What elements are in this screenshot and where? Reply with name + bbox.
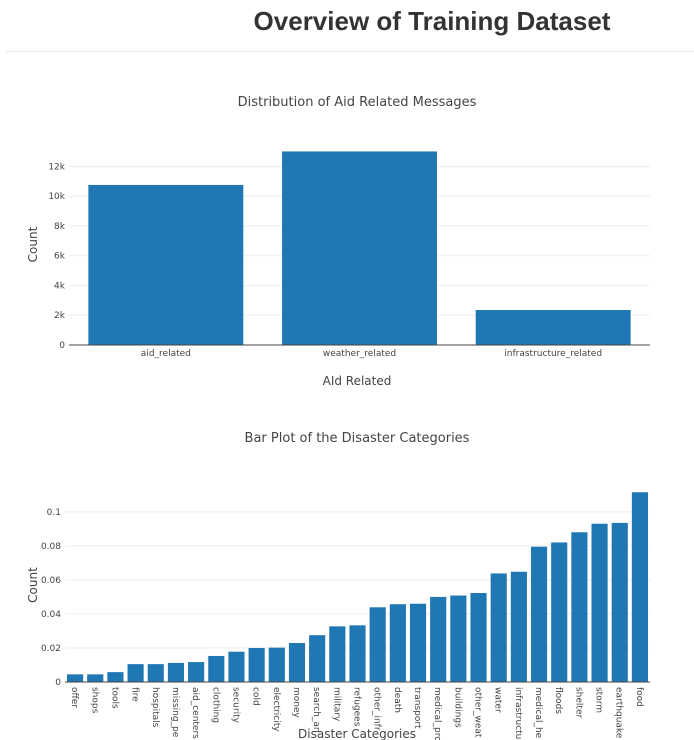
y-tick-label: 0.06 bbox=[41, 576, 61, 586]
bar bbox=[571, 532, 588, 682]
x-tick-label: money bbox=[291, 687, 301, 719]
x-tick-label: floods bbox=[553, 687, 563, 714]
y-tick-label: 0.02 bbox=[41, 644, 61, 654]
bar bbox=[470, 592, 487, 682]
bar bbox=[389, 604, 406, 682]
bar bbox=[369, 607, 386, 682]
bar bbox=[490, 573, 507, 682]
bar bbox=[228, 651, 245, 682]
bar bbox=[288, 643, 306, 682]
x-tick-label: weather_related bbox=[323, 349, 396, 359]
x-tick-label: search_an bbox=[311, 687, 321, 733]
x-tick-label: cold bbox=[251, 687, 261, 706]
x-tick-label: refugees bbox=[352, 687, 362, 727]
x-tick-label: tools bbox=[109, 687, 119, 709]
y-tick-label: 0.1 bbox=[47, 508, 61, 518]
x-tick-label: aid_centers bbox=[190, 687, 200, 739]
bar bbox=[530, 546, 548, 682]
x-tick-label: missing_pe bbox=[170, 687, 180, 738]
disaster-categories-bar-chart[interactable]: Bar Plot of the Disaster Categories 0 0.02… bbox=[0, 420, 694, 740]
x-tick-label: infrastructu bbox=[513, 687, 523, 739]
x-tick-label: electricity bbox=[271, 687, 281, 732]
y-tick-label: 0.04 bbox=[41, 610, 61, 620]
bar bbox=[127, 664, 144, 682]
bar bbox=[450, 595, 467, 682]
bar bbox=[268, 647, 285, 682]
y-tick-label: 0.08 bbox=[41, 542, 61, 552]
bar bbox=[551, 542, 568, 682]
bar bbox=[167, 662, 185, 682]
y-axis-title: Count bbox=[26, 226, 40, 262]
bar bbox=[87, 674, 104, 682]
bar bbox=[510, 571, 527, 682]
x-axis-title: AId Related bbox=[323, 374, 392, 388]
x-tick-label: water bbox=[493, 687, 503, 713]
x-tick-label: other_weat bbox=[473, 687, 483, 738]
y-tick-label: 2k bbox=[54, 311, 66, 321]
bar bbox=[591, 523, 608, 682]
aid-related-bar-chart[interactable]: Distribution of Aid Related Messages 0 2k 4… bbox=[0, 60, 694, 440]
bar bbox=[349, 625, 366, 682]
x-tick-label: food bbox=[634, 687, 644, 707]
x-tick-label: medical_he bbox=[533, 687, 543, 739]
x-tick-label: shops bbox=[89, 687, 99, 714]
y-tick-label: 8k bbox=[54, 222, 66, 232]
x-tick-label: clothing bbox=[210, 687, 220, 723]
x-tick-label: security bbox=[230, 687, 240, 724]
y-tick-label: 10k bbox=[48, 192, 65, 202]
y-tick-label: 6k bbox=[54, 252, 66, 262]
page-title: Overview of Training Dataset bbox=[253, 6, 611, 36]
x-tick-label: medical_pro bbox=[432, 687, 442, 740]
x-tick-label: offer bbox=[69, 687, 79, 708]
x-tick-label: infrastructure_related bbox=[504, 349, 602, 359]
y-tick-label: 0 bbox=[59, 341, 65, 351]
x-tick-label: military bbox=[331, 687, 341, 722]
bar bbox=[188, 662, 205, 682]
bar bbox=[282, 151, 437, 345]
chart-title: Distribution of Aid Related Messages bbox=[238, 95, 477, 110]
x-tick-label: earthquake bbox=[614, 687, 624, 739]
bar bbox=[631, 492, 648, 682]
bar bbox=[248, 647, 265, 682]
x-tick-label: shelter bbox=[573, 687, 583, 718]
chart-title: Bar Plot of the Disaster Categories bbox=[245, 431, 470, 446]
bar bbox=[147, 664, 164, 682]
bar bbox=[107, 672, 124, 682]
y-tick-label: 4k bbox=[54, 281, 66, 291]
x-axis-title: Disaster Categories bbox=[298, 727, 416, 740]
bar bbox=[430, 596, 447, 682]
bar bbox=[611, 522, 628, 682]
bar bbox=[329, 626, 346, 682]
x-tick-label: other_infr bbox=[372, 687, 382, 731]
title-divider bbox=[6, 51, 694, 52]
x-tick-label: fire bbox=[130, 687, 140, 702]
bar bbox=[67, 674, 84, 682]
bar bbox=[208, 655, 225, 682]
y-tick-label: 12k bbox=[48, 162, 65, 172]
bar bbox=[309, 635, 326, 682]
bar bbox=[409, 603, 427, 682]
x-tick-label: buildings bbox=[452, 687, 462, 728]
x-tick-label: hospitals bbox=[150, 687, 160, 728]
x-tick-label: storm bbox=[594, 687, 604, 713]
x-tick-label: death bbox=[392, 687, 402, 713]
bar bbox=[88, 184, 244, 345]
bar bbox=[475, 310, 631, 345]
x-tick-label: aid_related bbox=[141, 349, 191, 359]
y-axis-title: Count bbox=[26, 567, 40, 603]
y-tick-label: 0 bbox=[55, 678, 61, 688]
x-tick-label: transport bbox=[412, 687, 422, 729]
